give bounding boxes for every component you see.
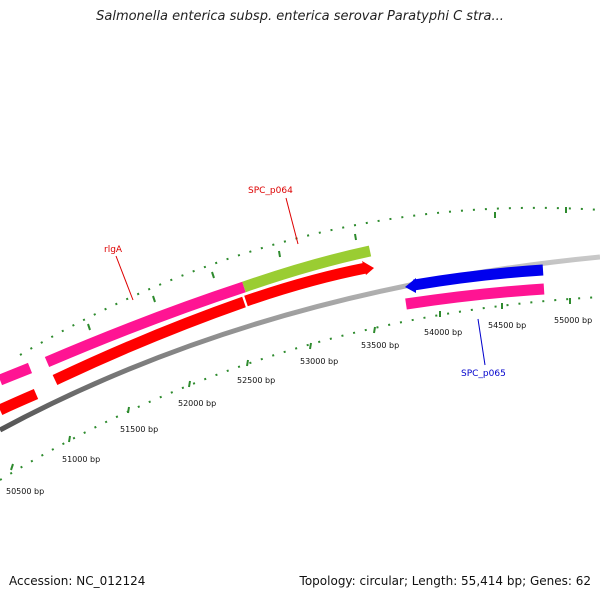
- tick-label-51500: 51500 bp: [120, 425, 158, 434]
- inner-tick-ring: [0, 296, 600, 481]
- tick-label-53000: 53000 bp: [300, 357, 338, 366]
- tick-label-52000: 52000 bp: [178, 399, 216, 408]
- tick-label-55000: 55000 bp: [554, 316, 592, 325]
- tick-label-51000: 51000 bp: [62, 455, 100, 464]
- tick-label-54500: 54500 bp: [488, 321, 526, 330]
- gene-blue-arrowhead: [405, 278, 416, 293]
- gene-label-spc-p064[interactable]: SPC_p064: [248, 186, 293, 196]
- leader-spc-p064: [285, 197, 299, 245]
- gene-blue-forward[interactable]: [413, 264, 544, 291]
- gene-label-rlga[interactable]: rlgA: [104, 245, 123, 255]
- accession-label: Accession: NC_012124: [9, 574, 146, 588]
- tick-label-52500: 52500 bp: [237, 376, 275, 385]
- gene-reverse-3-arrowhead: [362, 261, 374, 275]
- leader-rlga: [115, 255, 134, 301]
- leader-spc-p065: [477, 318, 486, 366]
- tick-label-54000: 54000 bp: [424, 328, 462, 337]
- gene-label-spc-p065[interactable]: SPC_p065: [461, 369, 506, 379]
- gene-reverse-1[interactable]: [0, 388, 39, 415]
- inner-major-ticks: [10, 298, 571, 471]
- gene-reverse-3[interactable]: [244, 262, 368, 307]
- gene-reverse-2[interactable]: [52, 296, 246, 385]
- gene-spc-p065[interactable]: [405, 283, 545, 310]
- tick-label-50500: 50500 bp: [6, 487, 44, 496]
- tick-labels: 50500 bp 51000 bp 51500 bp 52000 bp 5250…: [6, 316, 592, 496]
- outer-major-ticks: [87, 207, 567, 331]
- gene-spc-p064[interactable]: [242, 245, 372, 293]
- tick-label-53500: 53500 bp: [361, 341, 399, 350]
- genome-summary: Topology: circular; Length: 55,414 bp; G…: [299, 574, 591, 588]
- genome-title: Salmonella enterica subsp. enterica sero…: [96, 9, 504, 24]
- gene-rlga-forward-main[interactable]: [44, 281, 246, 368]
- gene-rlga-forward[interactable]: [0, 362, 33, 386]
